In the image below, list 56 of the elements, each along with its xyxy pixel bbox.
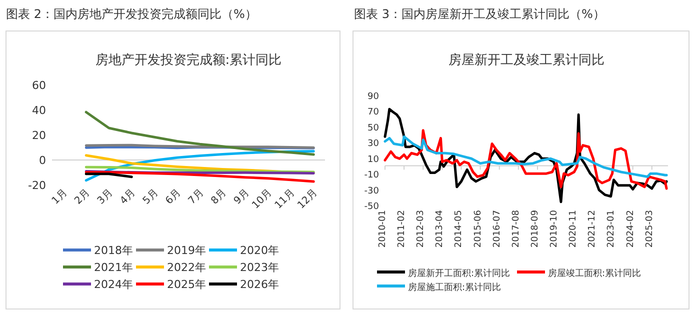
x-tick-label: 2013-04 — [435, 210, 446, 248]
x-tick-label: 2019-10 — [550, 210, 560, 248]
x-tick-label: 7月 — [186, 187, 206, 207]
x-tick-label: 4月 — [118, 187, 138, 207]
x-tick-label: 2011-02 — [397, 210, 408, 248]
x-tick-label: 9月 — [232, 187, 252, 207]
x-tick-label: 2024-02 — [626, 210, 636, 248]
x-tick-label: 2023-01 — [606, 210, 617, 248]
x-tick-label: 2025-03 — [644, 210, 655, 248]
x-tick-label: 5月 — [141, 187, 160, 207]
x-tick-label: 6月 — [164, 187, 184, 207]
legend-label: 房屋施工面积:累计同比 — [408, 282, 502, 293]
y-tick-label: 50 — [368, 123, 380, 134]
legend-label: 2018年 — [94, 244, 133, 257]
x-tick-label: 10月 — [250, 187, 274, 212]
legend-label: 2020年 — [240, 244, 279, 257]
x-tick-label: 2010-01 — [378, 210, 388, 248]
legend-label: 2026年 — [240, 278, 279, 291]
x-tick-label: 8月 — [209, 187, 229, 207]
chart-subtitle: 房地产开发投资完成额:累计同比 — [95, 52, 282, 68]
x-tick-label: 2021-12 — [588, 210, 598, 248]
y-tick-label: -50 — [364, 202, 380, 212]
y-tick-label: 90 — [368, 92, 380, 102]
x-tick-label: 2015-06 — [473, 210, 484, 248]
x-tick-label: 2月 — [72, 187, 92, 207]
legend-label: 2019年 — [167, 244, 206, 257]
legend-label: 房屋竣工面积:累计同比 — [548, 268, 642, 279]
x-tick-label: 2016-07 — [492, 210, 502, 248]
legend-label: 2023年 — [240, 261, 279, 274]
y-tick-label: -30 — [364, 186, 380, 196]
y-tick-label: 0 — [39, 154, 46, 167]
chart-title: 图表 3：国内房屋新开工及竣工累计同比（%） — [354, 7, 605, 21]
legend-label: 2021年 — [94, 261, 133, 274]
x-tick-label: 2012-03 — [416, 210, 426, 248]
y-tick-label: 60 — [32, 79, 46, 92]
y-tick-label: 70 — [368, 108, 380, 118]
x-tick-label: 2018-09 — [530, 210, 540, 248]
x-tick-label: 1月 — [50, 187, 70, 207]
legend-label: 2022年 — [167, 261, 206, 274]
y-tick-label: -20 — [28, 179, 46, 192]
legend-label: 2024年 — [94, 278, 133, 291]
x-tick-label: 2020-11 — [568, 210, 579, 248]
y-tick-label: 40 — [32, 104, 46, 117]
y-tick-label: 30 — [368, 139, 380, 150]
legend-label: 房屋新开工面积:累计同比 — [408, 268, 510, 279]
y-tick-label: 20 — [32, 129, 46, 142]
x-tick-label: 2014-05 — [454, 210, 464, 248]
y-tick-label: 10 — [368, 154, 380, 165]
x-tick-label: 12月 — [296, 187, 320, 212]
x-tick-label: 11月 — [273, 187, 297, 212]
x-tick-label: 2017-08 — [511, 210, 522, 248]
y-tick-label: -10 — [364, 170, 380, 181]
legend-label: 2025年 — [167, 278, 206, 291]
x-tick-label: 3月 — [96, 187, 115, 207]
chart-subtitle: 房屋新开工及竣工累计同比 — [448, 52, 604, 68]
chart-title: 图表 2：国内房地产开发投资完成额同比（%） — [6, 7, 257, 21]
